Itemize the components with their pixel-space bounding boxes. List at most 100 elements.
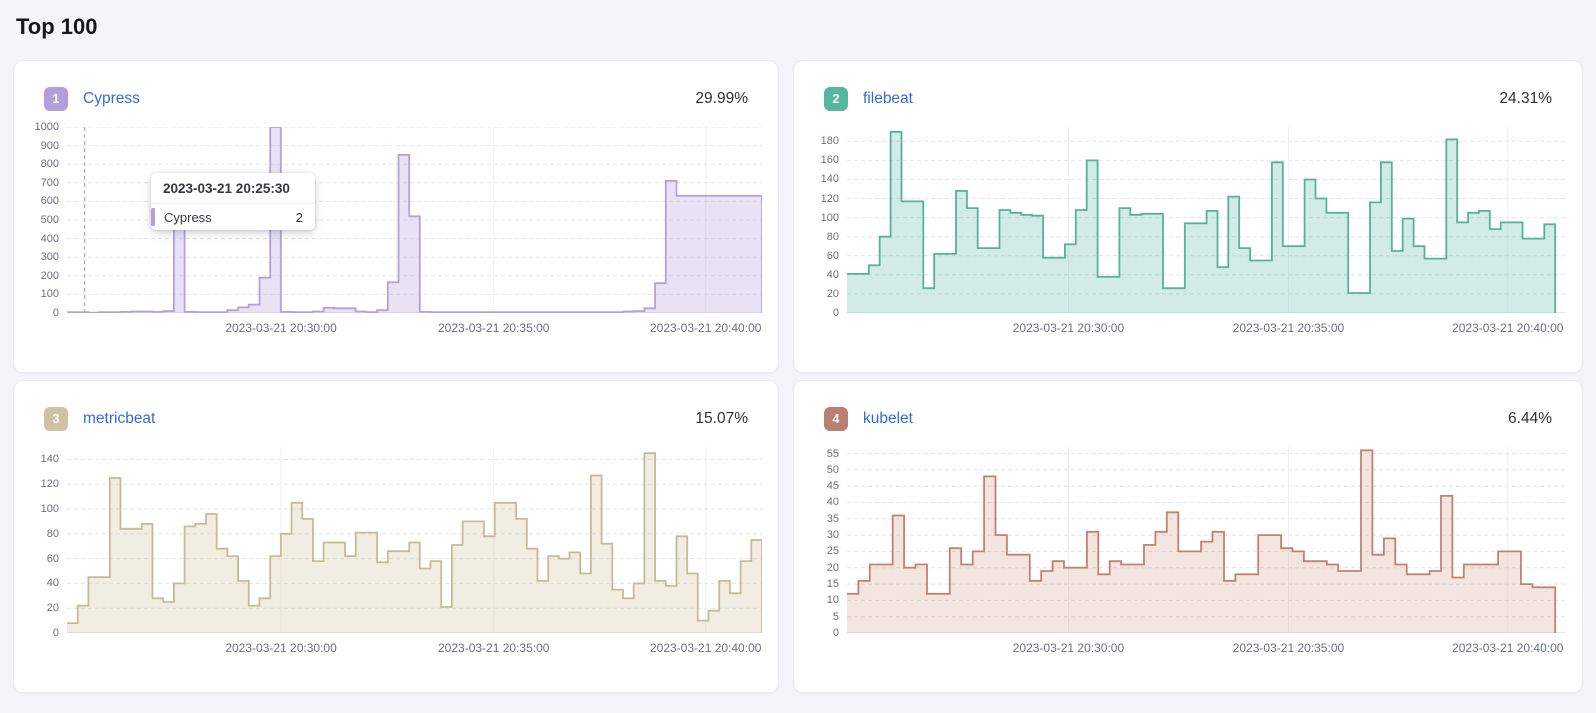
area-chart-svg xyxy=(847,127,1566,313)
chart-panel-cypress: 1 Cypress 29.99% 0 100 200 300 400 500 600 700 8… xyxy=(13,60,779,373)
y-tick-label: 60 xyxy=(826,249,839,262)
y-tick-label: 20 xyxy=(826,561,839,574)
x-axis-label: 2023-03-21 20:35:00 xyxy=(438,641,550,655)
rank-badge: 1 xyxy=(44,87,68,111)
share-percent: 15.07% xyxy=(695,410,748,427)
x-axis: 2023-03-21 20:30:00 2023-03-21 20:35:00 … xyxy=(847,321,1566,341)
page-title: Top 100 xyxy=(16,14,98,39)
area-chart-plot[interactable] xyxy=(67,447,762,633)
y-tick-label: 800 xyxy=(40,158,59,171)
y-tick-label: 30 xyxy=(826,529,839,542)
y-axis: 0 20 40 60 80 100 120 140 160 180 xyxy=(810,127,847,319)
x-axis-label: 2023-03-21 20:40:00 xyxy=(649,641,762,655)
area-chart-svg xyxy=(67,447,762,633)
tooltip-series-row: Cypress 2 xyxy=(151,204,315,230)
y-axis: 0 100 200 300 400 500 600 700 800 900 1000 xyxy=(30,121,67,319)
series-name-link[interactable]: kubelet xyxy=(863,410,913,427)
chart-area: 0 100 200 300 400 500 600 700 800 900 1000 2023-03… xyxy=(30,121,762,319)
y-tick-label: 80 xyxy=(46,527,59,540)
x-axis-label: 2023-03-21 20:30:00 xyxy=(225,321,337,335)
y-tick-label: 500 xyxy=(40,214,59,226)
y-tick-label: 20 xyxy=(826,287,839,300)
y-tick-label: 40 xyxy=(826,496,839,509)
x-axis-label: 2023-03-21 20:35:00 xyxy=(1232,641,1345,655)
y-tick-label: 35 xyxy=(826,512,839,525)
panel-grid: 1 Cypress 29.99% 0 100 200 300 400 500 600 700 8… xyxy=(13,60,1583,693)
y-tick-label: 0 xyxy=(52,627,59,639)
x-axis-label: 2023-03-21 20:40:00 xyxy=(649,321,762,335)
chart-panel-metricbeat: 3 metricbeat 15.07% 0 20 40 60 80 100 120 140 2… xyxy=(13,380,779,693)
y-tick-label: 1000 xyxy=(34,121,59,133)
rank-badge: 3 xyxy=(44,407,68,431)
tooltip-series-label: Cypress xyxy=(164,209,212,225)
y-tick-label: 0 xyxy=(832,627,839,639)
share-percent: 29.99% xyxy=(695,90,748,107)
y-tick-label: 5 xyxy=(832,610,839,623)
panel-header: 2 filebeat 24.31% xyxy=(810,87,1566,111)
x-axis: 2023-03-21 20:30:00 2023-03-21 20:35:00 … xyxy=(67,321,762,341)
y-tick-label: 100 xyxy=(40,503,59,515)
series-name-link[interactable]: Cypress xyxy=(83,90,140,107)
x-axis-label: 2023-03-21 20:35:00 xyxy=(438,321,550,335)
chart-area: 0 20 40 60 80 100 120 140 160 180 xyxy=(810,127,1566,319)
y-tick-label: 25 xyxy=(826,545,839,558)
y-tick-label: 45 xyxy=(826,480,839,493)
y-tick-label: 60 xyxy=(46,552,59,565)
x-axis-label: 2023-03-21 20:30:00 xyxy=(1012,641,1125,655)
x-axis-label: 2023-03-21 20:30:00 xyxy=(1012,321,1125,335)
y-tick-label: 120 xyxy=(40,478,59,491)
panel-header: 1 Cypress 29.99% xyxy=(30,87,762,111)
chart-panel-kubelet: 4 kubelet 6.44% 0 5 10 15 20 25 30 35 40 45 50 55 2… xyxy=(793,380,1583,693)
y-tick-label: 120 xyxy=(820,192,839,205)
y-tick-label: 40 xyxy=(826,268,839,281)
chart-tooltip: 2023-03-21 20:25:30 Cypress 2 xyxy=(151,173,315,230)
y-tick-label: 15 xyxy=(826,578,839,591)
y-tick-label: 900 xyxy=(40,139,59,152)
y-tick-label: 40 xyxy=(46,577,59,590)
y-tick-label: 0 xyxy=(52,307,59,319)
y-tick-label: 100 xyxy=(40,288,59,301)
x-axis-label: 2023-03-21 20:35:00 xyxy=(1232,321,1345,335)
chart-panel-filebeat: 2 filebeat 24.31% 0 20 40 60 80 100 120 140 160 1… xyxy=(793,60,1583,373)
area-chart-plot[interactable] xyxy=(847,127,1566,313)
x-axis-label: 2023-03-21 20:40:00 xyxy=(1452,321,1564,335)
panel-header: 3 metricbeat 15.07% xyxy=(30,407,762,431)
chart-area: 0 20 40 60 80 100 120 140 xyxy=(30,447,762,639)
rank-badge: 2 xyxy=(824,87,848,111)
x-axis: 2023-03-21 20:30:00 2023-03-21 20:35:00 … xyxy=(847,641,1566,661)
y-tick-label: 0 xyxy=(832,307,839,319)
share-percent: 24.31% xyxy=(1499,90,1552,107)
tooltip-color-accent xyxy=(151,208,155,226)
y-tick-label: 600 xyxy=(40,195,59,208)
area-chart-plot[interactable]: 2023-03-21 20:25:30 Cypress 2 xyxy=(67,127,762,313)
y-tick-label: 400 xyxy=(40,232,59,245)
tooltip-series-value: 2 xyxy=(295,209,303,225)
y-tick-label: 160 xyxy=(820,154,839,167)
x-axis: 2023-03-21 20:30:00 2023-03-21 20:35:00 … xyxy=(67,641,762,661)
y-tick-label: 20 xyxy=(46,602,59,615)
share-percent: 6.44% xyxy=(1508,410,1552,427)
y-axis: 0 5 10 15 20 25 30 35 40 45 50 55 xyxy=(810,447,847,639)
panel-header: 4 kubelet 6.44% xyxy=(810,407,1566,431)
y-tick-label: 10 xyxy=(826,594,839,607)
chart-area: 0 5 10 15 20 25 30 35 40 45 50 55 xyxy=(810,447,1566,639)
y-tick-label: 300 xyxy=(40,251,59,264)
y-tick-label: 140 xyxy=(40,453,59,466)
y-tick-label: 50 xyxy=(826,463,839,476)
x-axis-label: 2023-03-21 20:40:00 xyxy=(1452,641,1564,655)
series-name-link[interactable]: filebeat xyxy=(863,90,913,107)
y-tick-label: 180 xyxy=(820,135,839,148)
y-tick-label: 200 xyxy=(40,269,59,282)
area-chart-plot[interactable] xyxy=(847,447,1566,633)
y-tick-label: 80 xyxy=(826,230,839,243)
rank-badge: 4 xyxy=(824,407,848,431)
y-tick-label: 100 xyxy=(820,211,839,224)
y-tick-label: 700 xyxy=(40,176,59,189)
series-name-link[interactable]: metricbeat xyxy=(83,410,156,427)
y-tick-label: 140 xyxy=(820,173,839,186)
tooltip-timestamp: 2023-03-21 20:25:30 xyxy=(151,181,315,204)
x-axis-label: 2023-03-21 20:30:00 xyxy=(225,641,337,655)
y-tick-label: 55 xyxy=(826,447,839,460)
area-chart-svg xyxy=(847,447,1566,633)
y-axis: 0 20 40 60 80 100 120 140 xyxy=(30,447,67,639)
